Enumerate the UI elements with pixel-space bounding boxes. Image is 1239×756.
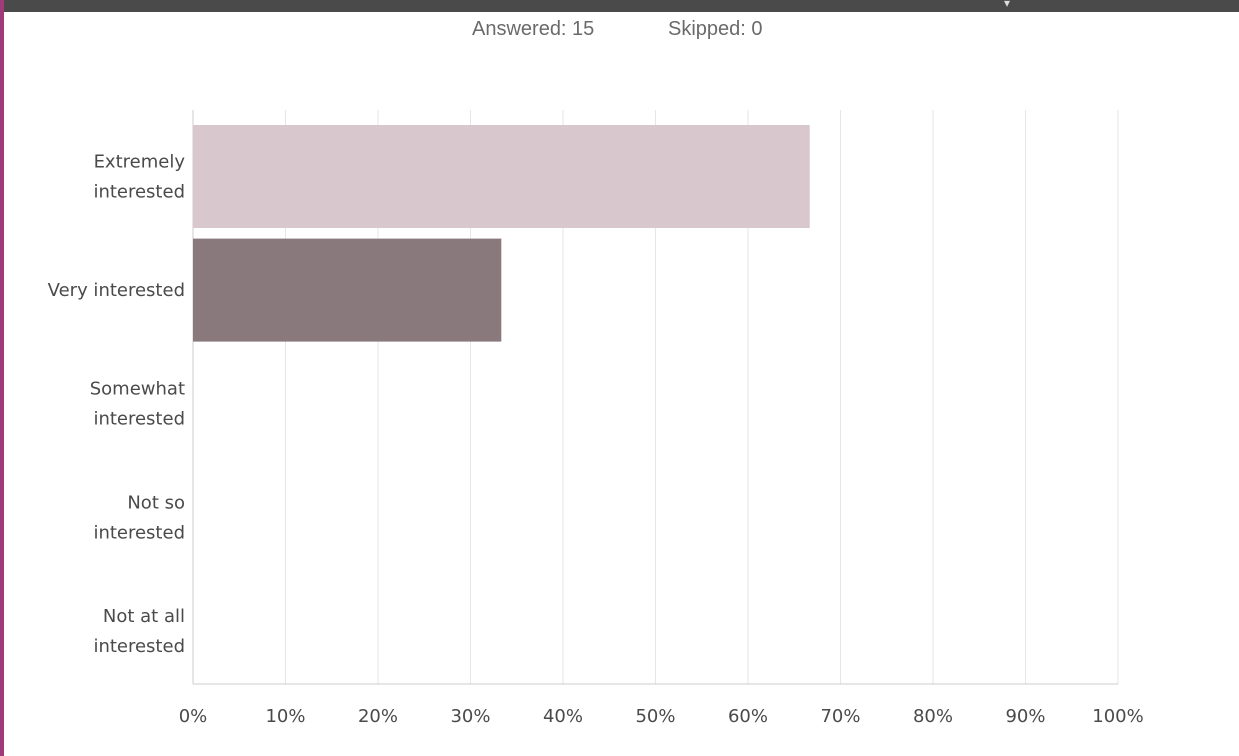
- x-tick-label: 50%: [635, 706, 675, 727]
- x-tick-label: 30%: [450, 706, 490, 727]
- x-tick-label: 60%: [728, 706, 768, 727]
- x-tick-label: 40%: [543, 706, 583, 727]
- category-label: Very interested: [48, 280, 185, 301]
- frame-accent-border: [0, 0, 4, 756]
- category-label: Not at all: [103, 606, 185, 627]
- x-tick-label: 20%: [358, 706, 398, 727]
- x-tick-label: 70%: [820, 706, 860, 727]
- top-bar: ▾: [0, 0, 1239, 12]
- category-label: Not so: [127, 492, 185, 513]
- bar: [193, 238, 502, 342]
- bar: [193, 125, 810, 228]
- answered-count: Answered: 15: [472, 18, 595, 40]
- x-tick-label: 100%: [1092, 706, 1143, 727]
- menu-icon[interactable]: ▾: [1003, 0, 1011, 10]
- category-label: interested: [93, 636, 185, 657]
- skipped-count: Skipped: 0: [668, 18, 763, 40]
- category-label: Somewhat: [90, 379, 185, 400]
- category-label: interested: [93, 522, 185, 543]
- x-tick-label: 90%: [1005, 706, 1045, 727]
- x-tick-label: 0%: [179, 706, 208, 727]
- response-summary: Answered: 15 Skipped: 0: [0, 16, 1239, 46]
- category-label: interested: [93, 182, 185, 203]
- x-tick-label: 80%: [913, 706, 953, 727]
- category-label: Extremely: [94, 152, 186, 173]
- category-label: interested: [93, 409, 185, 430]
- x-tick-label: 10%: [265, 706, 305, 727]
